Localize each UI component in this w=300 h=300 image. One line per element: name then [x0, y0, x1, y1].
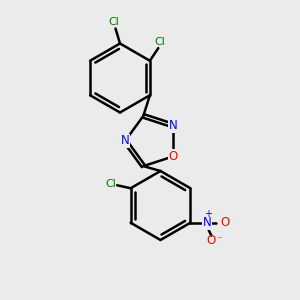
- Text: ⁻: ⁻: [216, 236, 222, 246]
- Text: Cl: Cl: [109, 16, 119, 27]
- Text: Cl: Cl: [154, 37, 165, 46]
- Text: N: N: [202, 216, 211, 229]
- Text: N: N: [121, 134, 130, 148]
- Text: O: O: [220, 216, 230, 229]
- Text: O: O: [207, 234, 216, 247]
- Text: +: +: [204, 209, 212, 219]
- Text: O: O: [168, 150, 178, 163]
- Text: Cl: Cl: [105, 179, 116, 189]
- Text: N: N: [169, 119, 177, 132]
